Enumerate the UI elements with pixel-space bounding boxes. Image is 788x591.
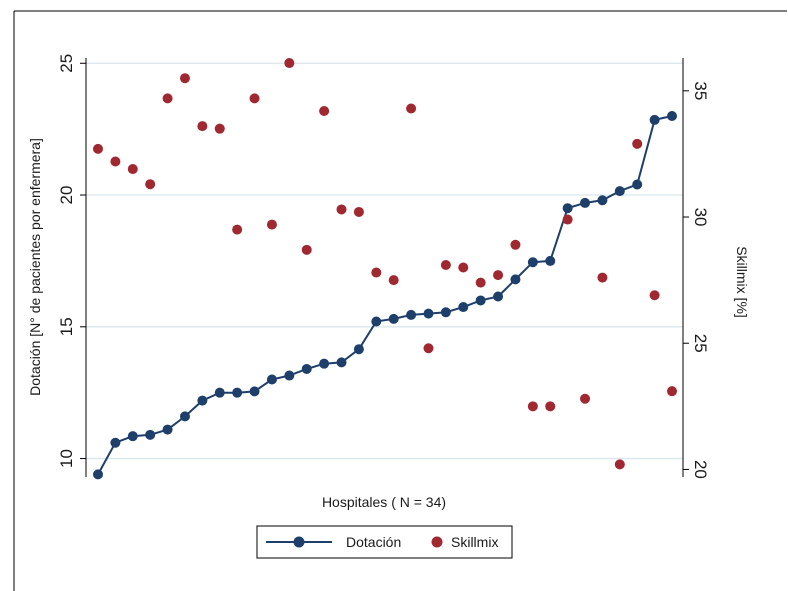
skillmix-point [93,143,103,154]
dotacion-point [475,295,486,306]
dotacion-point [319,358,330,369]
dotacion-point [597,195,608,206]
dotacion-point [301,363,312,374]
skillmix-point [197,121,208,132]
dotacion-point [510,274,521,285]
series-skillmix [93,58,677,470]
dotacion-point [179,411,190,422]
skillmix-point [545,401,556,412]
skillmix-point [406,103,417,114]
legend-skillmix-marker [431,536,443,548]
skillmix-point [388,275,399,286]
skillmix-point [301,244,312,255]
dotacion-point [336,357,347,368]
skillmix-point [440,259,451,270]
right-tick-label: 35 [691,81,710,100]
dotacion-point [458,302,469,313]
dotacion-point [493,291,504,302]
y-axis-label-right: Skillmix [%] [734,246,750,318]
dotacion-point [632,179,643,190]
skillmix-point [127,164,138,175]
legend: Dotación Skillmix [256,525,513,559]
skillmix-point [145,179,156,190]
legend-dotacion-marker [293,536,305,548]
skillmix-point [475,277,486,288]
skillmix-point [527,401,538,412]
x-axis-label: Hospitales ( N = 34) [322,494,446,510]
left-tick-label: 25 [57,54,76,73]
skillmix-point [214,123,225,134]
right-tick-label: 25 [691,334,710,353]
skillmix-point [562,214,573,225]
skillmix-point [510,239,521,250]
series-dotacion [93,110,677,480]
skillmix-point [458,262,469,273]
skillmix-point [284,58,295,69]
dotacion-point [388,313,399,324]
dotacion-point [284,370,295,381]
dotacion-point [197,395,208,406]
dotacion-point [649,114,660,125]
skillmix-point [667,386,677,397]
skillmix-point [249,93,260,104]
dotacion-point [266,374,277,385]
dotacion-point [440,307,451,318]
skillmix-point [336,204,347,215]
dotacion-point [232,387,243,398]
skillmix-point [597,272,608,283]
skillmix-point [266,219,277,230]
dotacion-point [562,203,573,214]
skillmix-point [232,224,243,235]
dotacion-point [371,316,382,327]
dotacion-point [353,344,364,355]
skillmix-point [371,267,382,278]
left-tick-label: 15 [57,317,76,336]
dotacion-point [614,186,625,197]
dotacion-line [97,115,673,475]
left-tick-label: 20 [57,186,76,205]
right-tick-label: 30 [691,208,710,227]
dotacion-point [162,424,173,435]
right-axis-ticks: 20 25 30 35 [683,81,710,479]
dotacion-point [423,308,434,319]
dotacion-point [249,386,260,397]
skillmix-point [319,106,330,117]
skillmix-point [110,156,121,167]
dotacion-point [127,431,138,442]
right-tick-label: 20 [691,460,710,479]
dotacion-point [145,429,156,440]
dotacion-point [214,387,225,398]
dotacion-point [110,437,121,448]
skillmix-point [614,459,625,470]
left-axis-ticks: 10 15 20 25 [57,54,86,468]
skillmix-point [353,206,364,217]
skillmix-point [162,93,173,104]
gridlines [86,62,683,460]
skillmix-point [493,270,504,281]
skillmix-point [179,73,190,84]
skillmix-point [423,343,434,354]
skillmix-point [632,138,643,149]
dotacion-point [545,255,556,266]
dotacion-point [527,257,538,268]
legend-dotacion-label: Dotación [346,534,401,550]
dotacion-point [93,469,103,480]
left-tick-label: 10 [57,449,76,468]
legend-skillmix-label: Skillmix [451,534,498,550]
dotacion-point [667,110,677,121]
skillmix-point [649,290,660,301]
skillmix-point [580,393,591,404]
y-axis-label-left: Dotación [N° de pacientes por enfermera] [27,138,43,396]
dotacion-point [580,197,591,208]
dotacion-point [406,309,417,320]
